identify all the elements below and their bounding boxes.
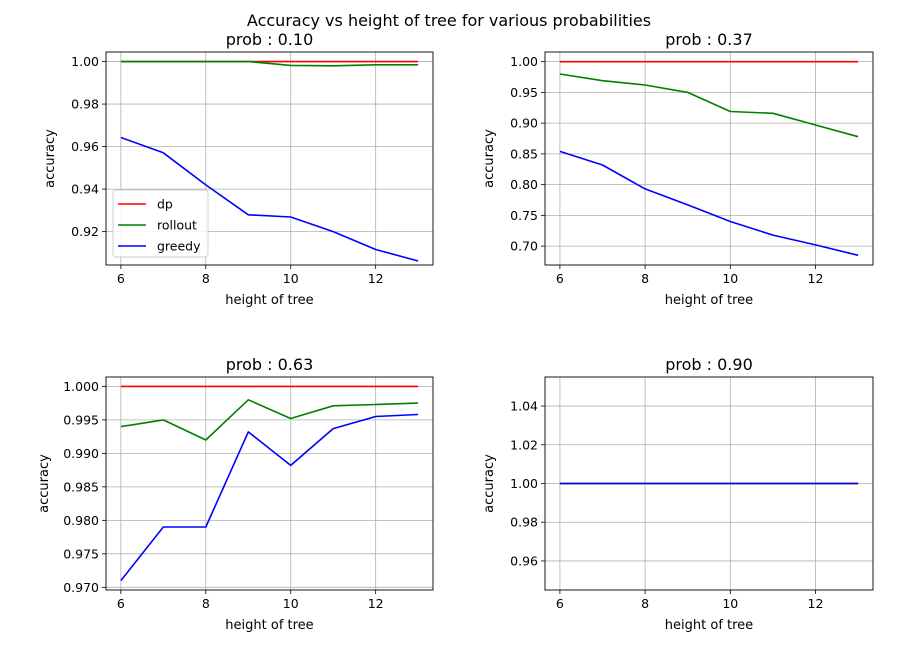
x-tick-label: 8 (641, 271, 649, 286)
legend-box (112, 189, 209, 258)
x-tick-label: 6 (556, 271, 564, 286)
subplot-3: 6 8 10 12 0.970 0.975 0.980 0.985 0.990 0.995 1.00… (37, 355, 434, 633)
x-tick-label: 6 (117, 596, 125, 611)
x-tick-label: 6 (556, 596, 564, 611)
subplot-title: prob : 0.63 (226, 355, 314, 374)
subplot-1: 6 8 10 12 0.92 0.94 0.96 0.98 1.00 prob : 0.10 hei… (43, 30, 434, 308)
x-axis-label: height of tree (225, 293, 313, 308)
x-tick-label: 10 (283, 271, 299, 286)
subplot-title: prob : 0.37 (665, 30, 753, 49)
y-tick-label: 0.980 (63, 513, 99, 528)
x-tick-label: 12 (808, 596, 824, 611)
y-tick-label: 0.70 (510, 239, 538, 254)
series-line-rollout (120, 398, 419, 441)
y-tick-label: 1.04 (510, 399, 538, 414)
subplot-4: 6 8 10 12 0.96 0.98 1.00 1.02 1.04 prob : 0.90 hei… (482, 355, 874, 633)
y-tick-label: 0.975 (63, 546, 99, 561)
x-axis-label: height of tree (225, 618, 313, 633)
axes-frame (544, 51, 874, 266)
y-tick-label: 1.00 (510, 476, 538, 491)
y-tick-label: 0.95 (510, 85, 538, 100)
subplots-grid: 6 8 10 12 0.92 0.94 0.96 0.98 1.00 prob : 0.10 hei… (37, 30, 874, 633)
y-tick-label: 0.92 (71, 224, 99, 239)
x-tick-label: 6 (117, 271, 125, 286)
series-line-greedy (120, 413, 419, 582)
y-tick-label: 0.85 (510, 146, 538, 161)
y-tick-label: 1.00 (71, 54, 99, 69)
y-tick-label: 0.985 (63, 479, 99, 494)
y-tick-label: 1.02 (510, 437, 538, 452)
subplot-title: prob : 0.90 (665, 355, 753, 374)
y-tick-label: 0.80 (510, 177, 538, 192)
y-axis-label: accuracy (482, 454, 497, 513)
y-tick-label: 0.970 (63, 580, 99, 595)
y-axis-label: accuracy (482, 129, 497, 188)
y-tick-label: 1.00 (510, 54, 538, 69)
y-tick-label: 1.000 (63, 379, 99, 394)
y-tick-label: 0.96 (510, 553, 538, 568)
series-line-greedy (559, 150, 859, 257)
axes-frame (544, 376, 874, 591)
y-tick-label: 0.995 (63, 412, 99, 427)
x-tick-label: 12 (808, 271, 824, 286)
y-tick-label: 0.96 (71, 139, 99, 154)
y-tick-label: 0.98 (71, 97, 99, 112)
y-tick-label: 0.75 (510, 208, 538, 223)
legend-label: greedy (157, 239, 201, 254)
y-axis-label: accuracy (43, 129, 58, 188)
x-tick-label: 8 (202, 596, 210, 611)
series-line-greedy (120, 136, 419, 262)
series-line-rollout (559, 73, 859, 138)
x-axis-label: height of tree (665, 293, 753, 308)
x-tick-label: 10 (283, 596, 299, 611)
figure-suptitle: Accuracy vs height of tree for various p… (247, 11, 651, 30)
x-tick-label: 10 (722, 271, 738, 286)
y-tick-label: 0.94 (71, 182, 99, 197)
legend-label: dp (157, 197, 173, 212)
y-tick-label: 0.90 (510, 116, 538, 131)
x-axis-label: height of tree (665, 618, 753, 633)
subplot-title: prob : 0.10 (226, 30, 314, 49)
axes-frame (105, 51, 434, 266)
x-tick-label: 10 (722, 596, 738, 611)
legend: dp rollout greedy (112, 189, 209, 258)
series-line-rollout (120, 60, 419, 67)
x-tick-label: 8 (202, 271, 210, 286)
y-tick-label: 0.98 (510, 515, 538, 530)
subplot-2: 6 8 10 12 0.70 0.75 0.80 0.85 0.90 0.95 1.00 prob :… (482, 30, 874, 308)
y-axis-label: accuracy (37, 454, 52, 513)
legend-label: rollout (157, 218, 197, 233)
axes-frame (105, 376, 434, 591)
x-tick-label: 12 (368, 271, 384, 286)
x-tick-label: 12 (368, 596, 384, 611)
x-tick-label: 8 (641, 596, 649, 611)
y-tick-label: 0.990 (63, 446, 99, 461)
